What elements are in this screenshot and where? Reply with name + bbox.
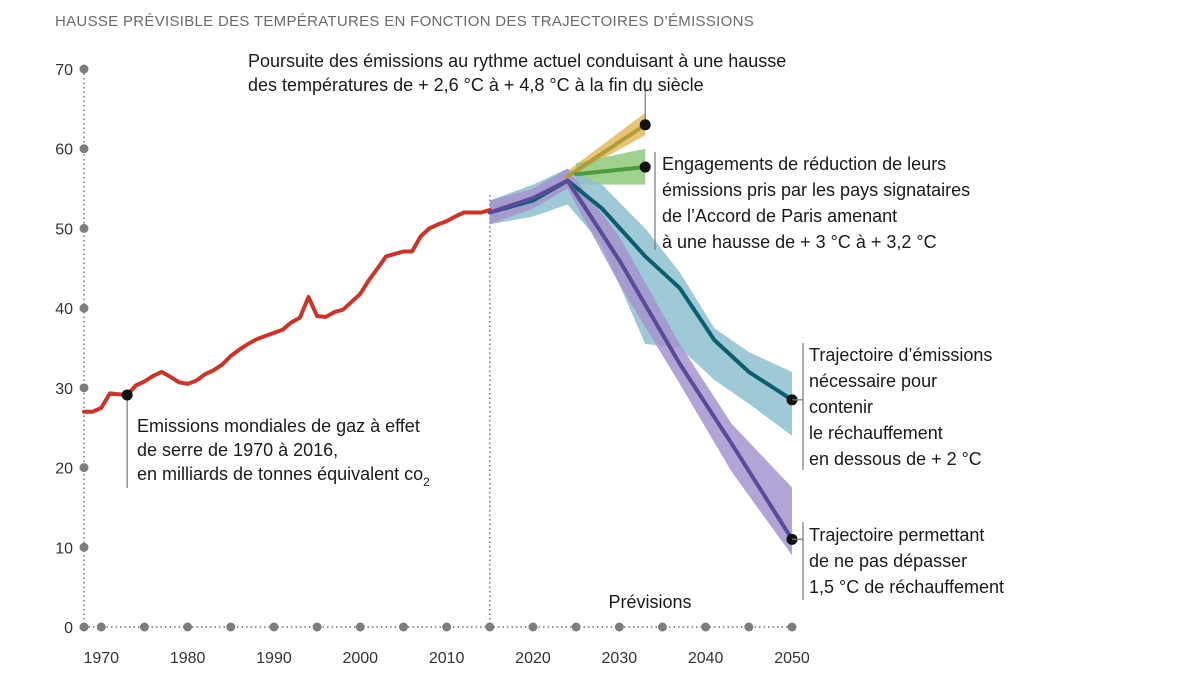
annotation-current-rate-line-1: des températures de + 2,6 °C à + 4,8 °C … (248, 75, 704, 95)
x-tick-dot-2020 (528, 622, 538, 632)
x-tick-label-1970: 1970 (83, 650, 119, 667)
annotation-below-2c: Trajectoire d’émissions nécessaire pour co… (809, 345, 992, 469)
y-tick-dot-20 (79, 463, 89, 473)
y-tick-dot-50 (79, 223, 89, 233)
annotation-historical-subscript: 2 (423, 475, 430, 489)
x-tick-dot-2050 (787, 622, 797, 632)
line-paris-pledges (574, 165, 648, 177)
line-current-rate (565, 122, 648, 179)
annotation-historical: Emissions mondiales de gaz à effet de ser… (137, 416, 430, 489)
x-tick-dot-1975 (139, 622, 149, 632)
x-tick-dot-1985 (226, 622, 236, 632)
y-tick-label-50: 50 (55, 221, 73, 238)
endpoint-current-rate (639, 119, 651, 131)
y-tick-dot-40 (79, 303, 89, 313)
y-tick-label-20: 20 (55, 461, 73, 478)
y-tick-label-40: 40 (55, 301, 73, 318)
chart-title: HAUSSE PRÉVISIBLE DES TEMPÉRATURES EN FO… (55, 13, 754, 30)
x-tick-dot-2025 (571, 622, 581, 632)
x-tick-label-1990: 1990 (256, 650, 292, 667)
callouts (121, 80, 804, 600)
annotation-historical-line-2: en milliards de tonnes équivalent co (137, 464, 423, 484)
series-lines (82, 122, 794, 542)
annotation-1-5c-line-1: de ne pas dépasser (809, 551, 967, 571)
annotation-1-5c-line-2: 1,5 °C de réchauffement (809, 577, 1004, 597)
x-tick-label-2000: 2000 (342, 650, 378, 667)
x-tick-label-2030: 2030 (602, 650, 638, 667)
x-tick-label-2050: 2050 (774, 650, 810, 667)
y-tick-dot-70 (79, 64, 89, 74)
y-tick-dot-30 (79, 383, 89, 393)
annotation-paris-line-0: Engagements de réduction de leurs (662, 154, 946, 174)
x-tick-dot-2045 (744, 622, 754, 632)
y-tick-dot-0 (79, 622, 89, 632)
annotation-below-2c-line-3: le réchauffement (809, 423, 943, 443)
x-tick-dot-2000 (355, 622, 365, 632)
x-tick-label-2010: 2010 (429, 650, 465, 667)
x-tick-dot-2035 (657, 622, 667, 632)
annotation-below-2c-line-2: contenir (809, 397, 873, 417)
annotation-below-2c-line-0: Trajectoire d’émissions (809, 345, 992, 365)
annotation-historical-line-1: de serre de 1970 à 2016, (137, 440, 338, 460)
line-historical (82, 208, 492, 414)
x-tick-dot-2040 (701, 622, 711, 632)
y-tick-label-70: 70 (55, 62, 73, 79)
annotation-historical-line-0: Emissions mondiales de gaz à effet (137, 416, 420, 436)
annotation-paris-line-1: émissions pris par les pays signataires (662, 180, 970, 200)
annotation-1-5c: Trajectoire permettant de ne pas dépasser… (809, 525, 1004, 597)
x-tick-dot-1980 (183, 622, 193, 632)
y-tick-label-10: 10 (55, 540, 73, 557)
band-paris-pledges (576, 148, 646, 185)
x-tick-label-2020: 2020 (515, 650, 551, 667)
endpoint-historical (121, 389, 133, 401)
annotation-current-rate-line-0: Poursuite des émissions au rythme actuel… (248, 51, 786, 71)
x-tick-label-1980: 1980 (170, 650, 206, 667)
annotation-paris-line-2: de l’Accord de Paris amenant (662, 206, 897, 226)
y-tick-label-30: 30 (55, 381, 73, 398)
forecast-label: Prévisions (608, 592, 691, 612)
x-tick-label-2040: 2040 (688, 650, 724, 667)
x-tick-dot-2030 (614, 622, 624, 632)
annotation-below-2c-line-1: nécessaire pour (809, 371, 937, 391)
endpoint-paris-pledges (639, 161, 651, 173)
line-1.5C (487, 178, 794, 542)
x-tick-dot-2010 (442, 622, 452, 632)
x-tick-dot-2005 (398, 622, 408, 632)
annotation-paris-line-3: à une hausse de + 3 °C à + 3,2 °C (662, 232, 937, 252)
y-tick-label-60: 60 (55, 142, 73, 159)
x-tick-dot-1990 (269, 622, 279, 632)
annotation-current-rate: Poursuite des émissions au rythme actuel… (248, 51, 786, 95)
annotation-1-5c-line-0: Trajectoire permettant (809, 525, 984, 545)
annotations: Emissions mondiales de gaz à effet de ser… (137, 51, 1004, 597)
annotation-below-2c-line-4: en dessous de + 2 °C (809, 449, 982, 469)
x-tick-dot-1970 (96, 622, 106, 632)
annotation-paris: Engagements de réduction de leurs émissio… (662, 154, 970, 252)
x-tick-dot-1995 (312, 622, 322, 632)
y-tick-dot-60 (79, 144, 89, 154)
band-1.5C (489, 168, 792, 556)
y-tick-label-0: 0 (64, 620, 73, 637)
y-tick-dot-10 (79, 542, 89, 552)
